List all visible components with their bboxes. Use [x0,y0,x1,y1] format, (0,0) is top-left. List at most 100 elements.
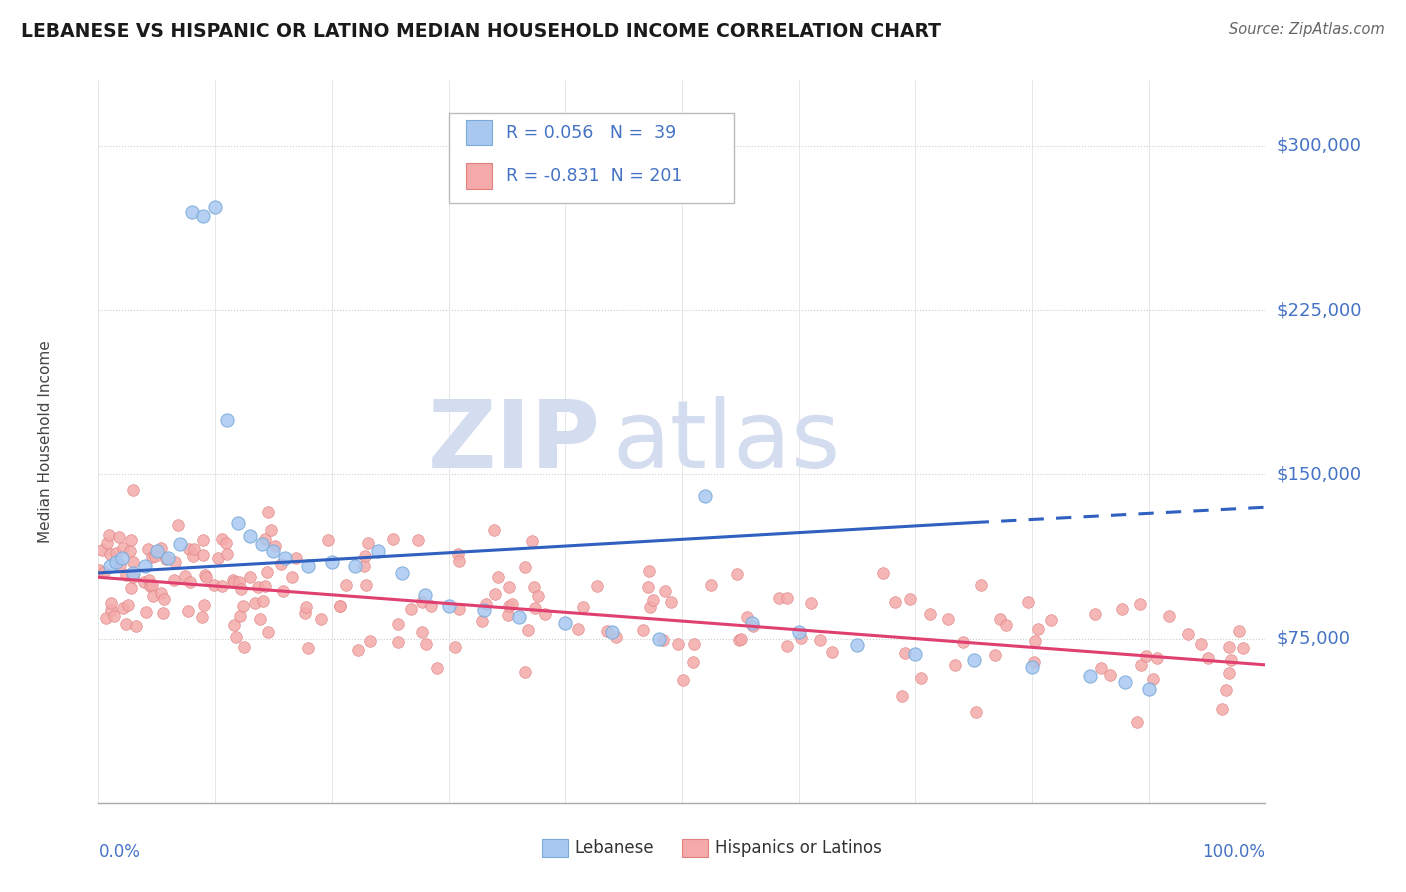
Point [262,544,284,558]
Point [567,622,589,636]
Point [413,588,436,602]
Point [163,573,186,587]
Point [329,599,352,613]
Point [486,570,509,584]
Point [359,634,381,648]
Point [354,549,377,563]
Point [249,612,271,626]
Point [508,609,530,624]
Point [637,580,659,594]
Point [215,548,238,562]
Point [1219,653,1241,667]
Point [232,599,254,613]
Point [211,579,233,593]
Point [449,601,471,615]
Point [962,653,984,667]
Point [153,592,176,607]
Point [121,555,143,569]
Point [437,599,460,613]
Text: 100.0%: 100.0% [1202,843,1265,861]
Point [180,204,202,219]
Point [344,559,367,574]
Point [1039,613,1062,627]
Point [523,581,546,595]
Point [983,648,1005,662]
Point [114,567,136,582]
Point [138,579,160,593]
Point [294,600,316,615]
Point [155,552,177,566]
Point [891,690,914,704]
Point [659,595,682,609]
Point [382,532,405,546]
Point [498,599,520,613]
Point [193,549,215,563]
Point [1211,702,1233,716]
Point [596,624,619,638]
Point [114,617,136,632]
Point [918,607,941,622]
Point [145,549,167,563]
Point [367,544,389,558]
Point [988,611,1011,625]
Point [204,200,226,214]
Point [1197,650,1219,665]
Point [605,630,627,644]
Point [165,555,187,569]
Point [253,532,276,546]
Point [516,623,538,637]
Point [194,570,217,584]
Point [775,639,797,653]
Point [270,557,292,571]
Point [252,593,274,607]
Text: LEBANESE VS HISPANIC OR LATINO MEDIAN HOUSEHOLD INCOME CORRELATION CHART: LEBANESE VS HISPANIC OR LATINO MEDIAN HO… [21,22,941,41]
Point [943,657,966,672]
Point [600,625,623,640]
Point [335,578,357,592]
Point [253,578,276,592]
Point [1137,681,1160,696]
Point [215,412,238,426]
Point [100,596,122,610]
Point [246,580,269,594]
Point [111,550,134,565]
Point [1130,658,1153,673]
Point [1177,626,1199,640]
Point [294,607,316,621]
Point [789,631,811,645]
Point [138,573,160,587]
Point [257,624,280,639]
Point [501,597,523,611]
Point [281,570,304,584]
Text: 0.0%: 0.0% [98,843,141,861]
Point [179,575,201,590]
Point [256,565,278,579]
Point [193,209,215,223]
Point [647,632,669,646]
Point [104,546,127,560]
Point [309,612,332,626]
Point [952,635,974,649]
Point [735,610,758,624]
Point [482,523,505,537]
Point [297,640,319,655]
Point [108,558,131,572]
Text: R = 0.056   N =  39: R = 0.056 N = 39 [506,124,676,142]
Point [1026,623,1049,637]
Point [846,638,869,652]
Point [936,612,959,626]
Point [149,541,172,555]
Point [898,591,921,606]
Point [894,646,917,660]
Point [1080,669,1102,683]
Point [1022,655,1045,669]
Point [354,578,377,592]
Text: Hispanics or Latinos: Hispanics or Latinos [714,839,882,857]
Point [193,598,215,612]
Point [150,586,173,600]
Point [1084,607,1107,621]
Point [122,570,145,584]
Point [141,578,163,592]
Point [643,592,665,607]
Text: $75,000: $75,000 [1277,630,1351,648]
